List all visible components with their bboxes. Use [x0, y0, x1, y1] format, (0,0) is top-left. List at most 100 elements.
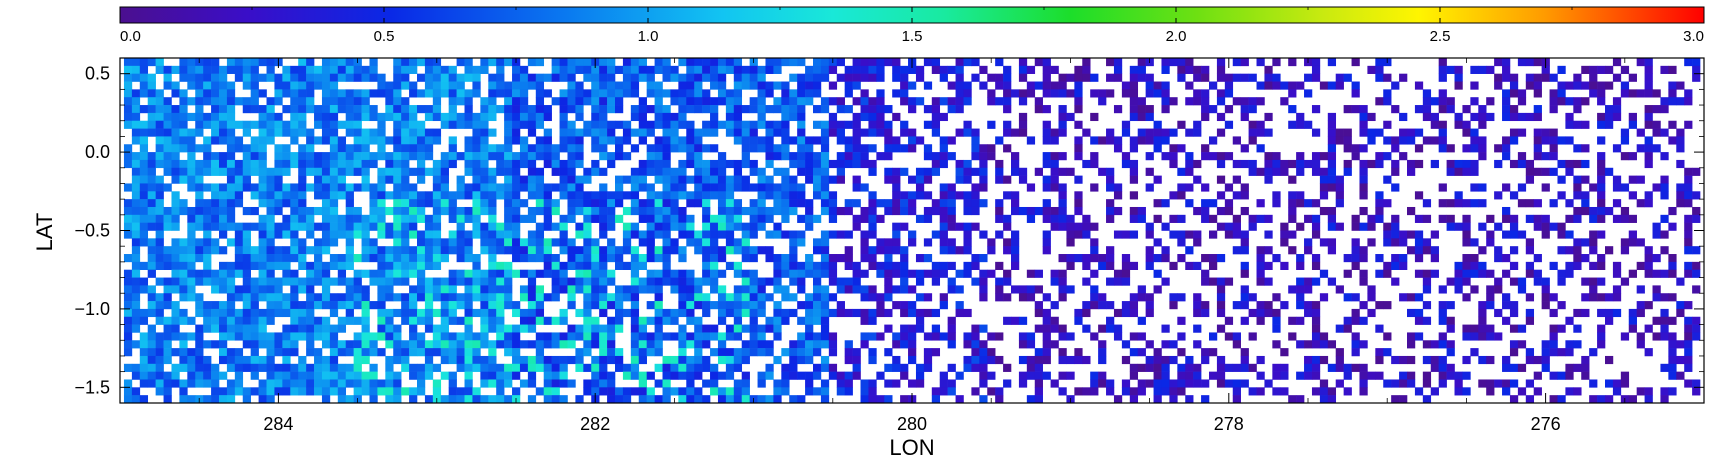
heatmap-cell — [749, 324, 758, 333]
heatmap-cell — [1581, 120, 1590, 129]
heatmap-cell — [1121, 301, 1131, 310]
heatmap-cell — [179, 293, 188, 302]
heatmap-cell — [432, 348, 442, 357]
heatmap-cell — [947, 97, 956, 106]
heatmap-cell — [599, 379, 608, 388]
heatmap-cell — [813, 308, 822, 318]
heatmap-cell — [1430, 363, 1439, 372]
heatmap-cell — [1525, 355, 1535, 365]
heatmap-cell — [1311, 159, 1321, 169]
heatmap-cell — [1605, 167, 1614, 176]
heatmap-cell — [369, 89, 378, 98]
heatmap-cell — [440, 293, 449, 302]
heatmap-cell — [266, 340, 275, 349]
heatmap-cell — [923, 144, 933, 153]
heatmap-cell — [1256, 97, 1265, 106]
heatmap-cell — [710, 175, 719, 184]
heatmap-cell — [385, 136, 394, 145]
heatmap-cell — [337, 222, 347, 231]
heatmap-cell — [464, 301, 473, 310]
heatmap-cell — [1541, 152, 1550, 161]
heatmap-cell — [781, 308, 790, 318]
heatmap-cell — [329, 230, 339, 239]
heatmap-cell — [1177, 379, 1186, 388]
heatmap-cell — [662, 144, 671, 153]
heatmap-cell — [1129, 89, 1139, 98]
heatmap-cell — [852, 97, 861, 106]
heatmap-cell — [607, 269, 616, 278]
heatmap-cell — [203, 58, 212, 67]
heatmap-cell — [1375, 348, 1384, 357]
heatmap-cell — [773, 387, 782, 396]
heatmap-cell — [464, 58, 473, 67]
heatmap-cell — [250, 261, 259, 270]
heatmap-cell — [527, 175, 537, 184]
heatmap-cell — [852, 214, 861, 223]
heatmap-cell — [314, 387, 323, 396]
heatmap-cell — [203, 261, 212, 270]
heatmap-cell — [694, 105, 703, 114]
heatmap-cell — [1145, 301, 1154, 310]
heatmap-cell — [179, 395, 188, 403]
heatmap-cell — [480, 316, 489, 325]
heatmap-cell — [646, 183, 655, 192]
heatmap-cell — [820, 58, 830, 67]
heatmap-cell — [1201, 206, 1210, 216]
heatmap-cell — [282, 277, 291, 286]
heatmap-cell — [963, 128, 972, 137]
heatmap-cell — [369, 105, 378, 114]
heatmap-cell — [1454, 277, 1463, 286]
heatmap-cell — [147, 152, 156, 161]
heatmap-cell — [1311, 371, 1321, 380]
heatmap-cell — [353, 363, 362, 372]
heatmap-cell — [741, 355, 750, 365]
heatmap-cell — [1296, 191, 1305, 200]
heatmap-cell — [527, 355, 537, 365]
heatmap-cell — [725, 214, 735, 223]
heatmap-cell — [337, 89, 347, 98]
heatmap-cell — [1240, 159, 1249, 169]
heatmap-cell — [409, 254, 418, 263]
heatmap-cell — [987, 89, 996, 98]
heatmap-cell — [622, 73, 632, 82]
heatmap-cell — [448, 206, 457, 216]
heatmap-cell — [622, 152, 632, 161]
heatmap-cell — [860, 246, 869, 255]
heatmap-cell — [575, 136, 584, 145]
heatmap-cell — [1129, 81, 1139, 90]
heatmap-cell — [1216, 277, 1226, 286]
heatmap-cell — [733, 324, 743, 333]
heatmap-cell — [1137, 112, 1146, 122]
heatmap-cell — [282, 167, 291, 176]
heatmap-cell — [337, 105, 347, 114]
heatmap-cell — [654, 175, 663, 184]
heatmap-cell — [836, 379, 845, 388]
heatmap-cell — [147, 222, 156, 231]
heatmap-cell — [219, 73, 228, 82]
heatmap-cell — [155, 254, 164, 263]
heatmap-cell — [931, 159, 941, 169]
heatmap-cell — [646, 222, 655, 231]
heatmap-cell — [1161, 277, 1170, 286]
heatmap-cell — [488, 340, 497, 349]
heatmap-cell — [314, 167, 323, 176]
heatmap-cell — [1486, 332, 1495, 341]
heatmap-cell — [1486, 324, 1495, 333]
heatmap-cell — [535, 332, 545, 341]
heatmap-cell — [480, 285, 489, 294]
heatmap-cell — [1121, 261, 1131, 270]
heatmap-cell — [306, 293, 315, 302]
heatmap-cell — [409, 269, 418, 278]
heatmap-cell — [1161, 81, 1170, 90]
heatmap-cell — [1446, 340, 1455, 349]
heatmap-cell — [242, 152, 251, 161]
heatmap-cell — [1058, 199, 1067, 208]
heatmap-cell — [1517, 112, 1527, 122]
heatmap-cell — [219, 167, 228, 176]
heatmap-cell — [353, 167, 362, 176]
heatmap-cell — [393, 308, 402, 318]
heatmap-cell — [1541, 348, 1550, 357]
heatmap-cell — [828, 332, 838, 341]
heatmap-cell — [1502, 105, 1511, 114]
heatmap-cell — [599, 246, 608, 255]
